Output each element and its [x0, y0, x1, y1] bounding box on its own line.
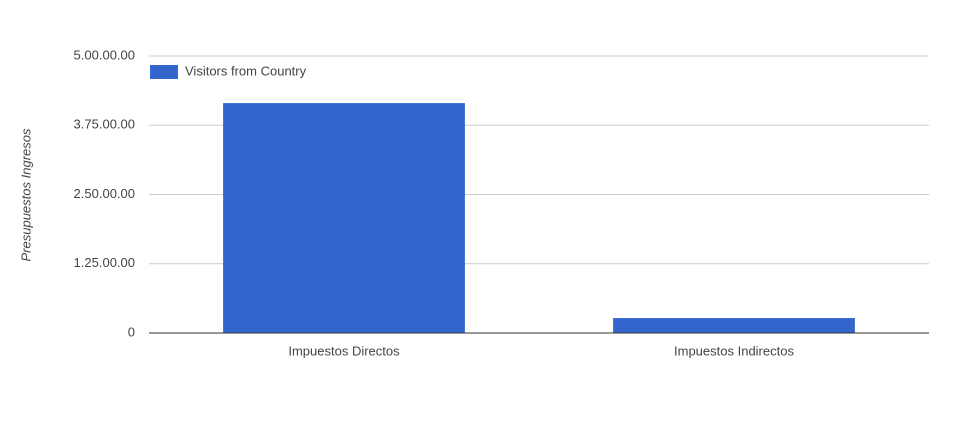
x-tick-label: Impuestos Directos: [288, 343, 400, 358]
legend-label: Visitors from Country: [185, 63, 307, 78]
legend-swatch: [150, 65, 178, 79]
x-tick-label: Impuestos Indirectos: [674, 343, 794, 358]
y-tick-label: 1.25.00.00: [74, 255, 135, 270]
y-axis-title: Presupuestos Ingresos: [18, 128, 33, 261]
bar: [613, 318, 855, 333]
y-tick-label: 0: [128, 324, 135, 339]
y-tick-label: 2.50.00.00: [74, 186, 135, 201]
y-tick-label: 5.00.00.00: [74, 47, 135, 62]
bar: [223, 103, 465, 333]
y-tick-label: 3.75.00.00: [74, 117, 135, 132]
